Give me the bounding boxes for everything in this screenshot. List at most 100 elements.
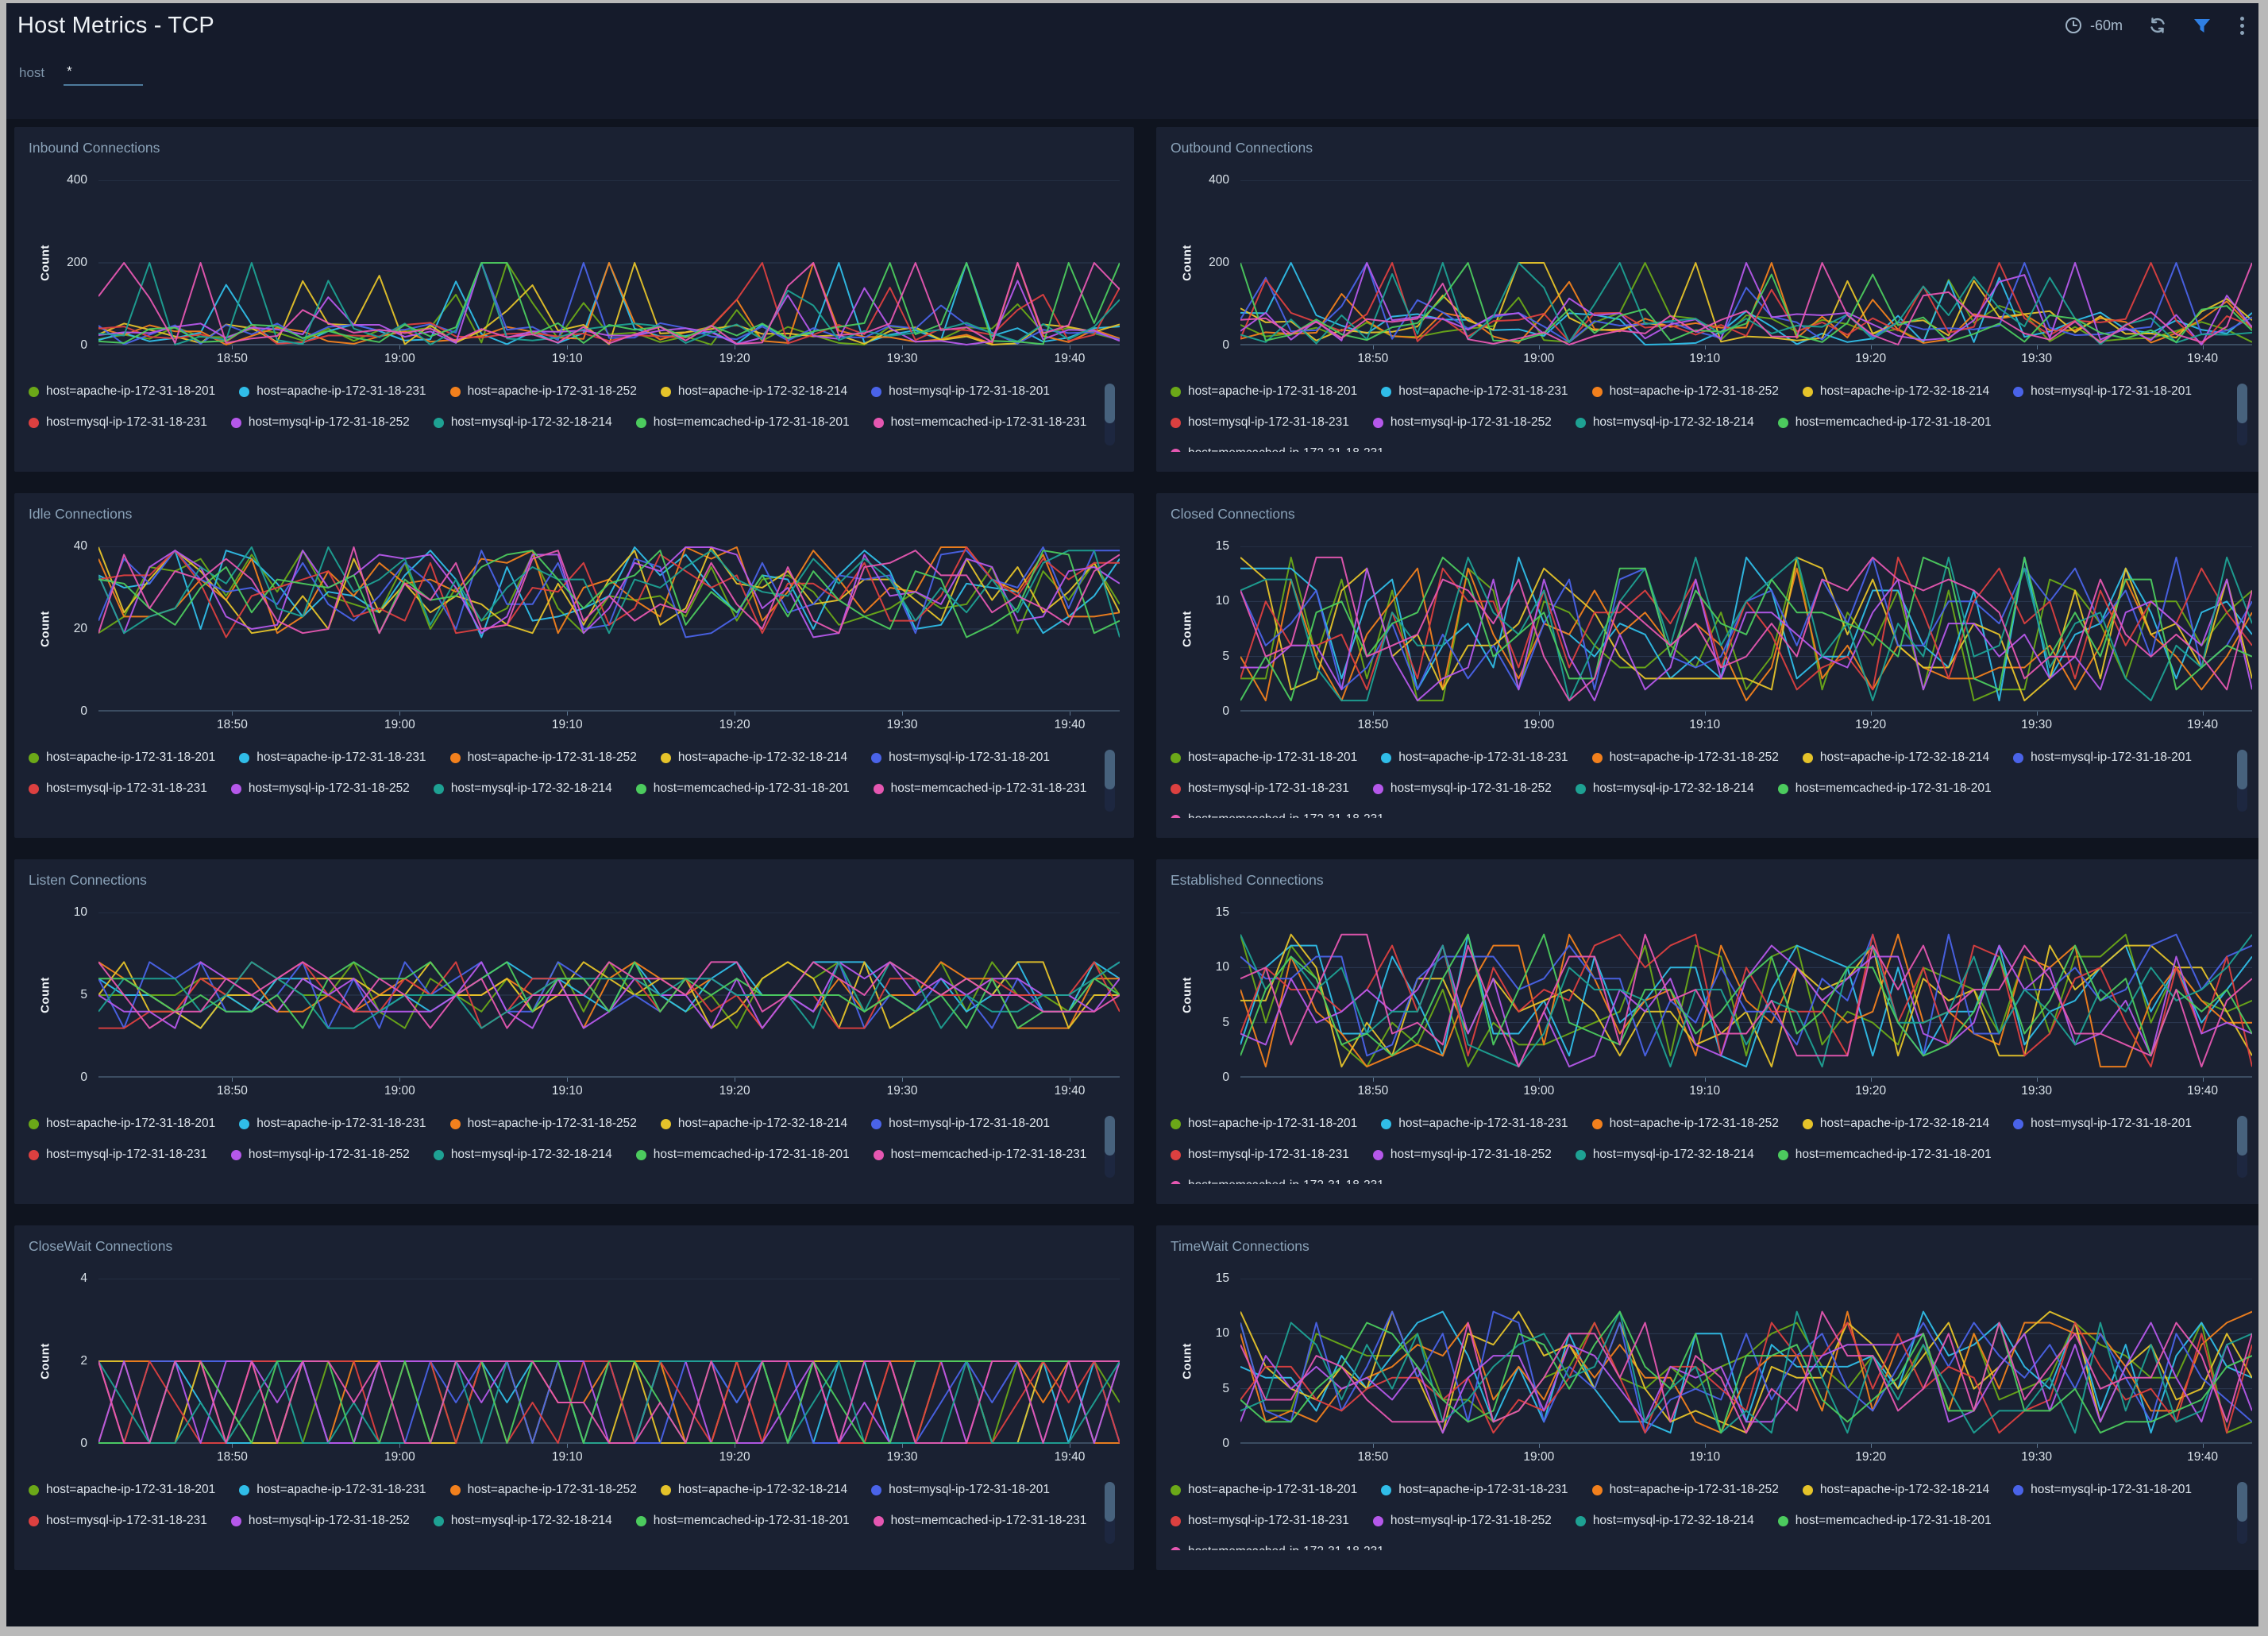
legend-item[interactable]: host=apache-ip-172-31-18-231	[1381, 1480, 1568, 1499]
legend-item[interactable]: host=memcached-ip-172-31-18-201	[1777, 779, 1992, 798]
legend-item[interactable]: host=mysql-ip-172-31-18-252	[1372, 779, 1552, 798]
legend-item[interactable]: host=apache-ip-172-31-18-201	[29, 382, 215, 401]
legend-item[interactable]: host=apache-ip-172-32-18-214	[660, 748, 847, 767]
legend-item[interactable]: host=apache-ip-172-31-18-201	[1171, 748, 1357, 767]
legend-item[interactable]: host=apache-ip-172-31-18-201	[29, 748, 215, 767]
legend-item[interactable]: host=mysql-ip-172-31-18-252	[230, 779, 410, 798]
legend-item[interactable]: host=mysql-ip-172-31-18-201	[2013, 1114, 2192, 1133]
legend-item[interactable]: host=apache-ip-172-31-18-231	[239, 748, 426, 767]
legend-item[interactable]: host=apache-ip-172-31-18-231	[1381, 1114, 1568, 1133]
legend-item[interactable]: host=memcached-ip-172-31-18-201	[1777, 1145, 1992, 1164]
legend-scrollbar-thumb[interactable]	[2237, 750, 2247, 789]
legend-item[interactable]: host=mysql-ip-172-31-18-201	[2013, 1480, 2192, 1499]
legend-item[interactable]: host=memcached-ip-172-31-18-231	[1171, 810, 1384, 818]
filter-funnel-icon[interactable]	[2193, 16, 2212, 35]
legend-item[interactable]: host=apache-ip-172-31-18-252	[1591, 1480, 1779, 1499]
legend-item[interactable]: host=mysql-ip-172-31-18-201	[871, 1114, 1050, 1133]
refresh-button[interactable]	[2148, 16, 2167, 35]
legend-item[interactable]: host=mysql-ip-172-31-18-231	[1171, 1145, 1349, 1164]
legend-item[interactable]: host=apache-ip-172-31-18-252	[449, 1114, 637, 1133]
legend-item[interactable]: host=apache-ip-172-31-18-231	[1381, 748, 1568, 767]
legend-item[interactable]: host=mysql-ip-172-31-18-231	[1171, 779, 1349, 798]
legend-item[interactable]: host=apache-ip-172-31-18-252	[449, 748, 637, 767]
legend-item[interactable]: host=mysql-ip-172-31-18-231	[29, 779, 207, 798]
legend-item[interactable]: host=memcached-ip-172-31-18-201	[635, 779, 850, 798]
legend-scrollbar-thumb[interactable]	[1105, 1116, 1115, 1156]
legend-item[interactable]: host=mysql-ip-172-31-18-231	[1171, 1511, 1349, 1530]
legend-item[interactable]: host=apache-ip-172-31-18-252	[1591, 382, 1779, 401]
legend-scrollbar-thumb[interactable]	[2237, 1482, 2247, 1522]
legend-item[interactable]: host=memcached-ip-172-31-18-231	[1171, 444, 1384, 452]
legend-item[interactable]: host=mysql-ip-172-31-18-201	[871, 382, 1050, 401]
legend-item[interactable]: host=apache-ip-172-31-18-231	[239, 382, 426, 401]
kebab-menu-icon[interactable]	[2240, 16, 2244, 35]
legend-item[interactable]: host=apache-ip-172-31-18-201	[29, 1480, 215, 1499]
legend-item[interactable]: host=mysql-ip-172-32-18-214	[433, 1145, 612, 1164]
legend-scrollbar[interactable]	[2237, 750, 2247, 812]
legend-item[interactable]: host=apache-ip-172-31-18-252	[1591, 748, 1779, 767]
legend-scrollbar[interactable]	[1105, 1482, 1115, 1544]
legend-item[interactable]: host=memcached-ip-172-31-18-201	[635, 1511, 850, 1530]
legend-item[interactable]: host=apache-ip-172-31-18-201	[29, 1114, 215, 1133]
legend-scrollbar[interactable]	[2237, 384, 2247, 446]
legend-item[interactable]: host=apache-ip-172-31-18-201	[1171, 1480, 1357, 1499]
legend-item[interactable]: host=apache-ip-172-31-18-252	[449, 382, 637, 401]
legend-item[interactable]: host=memcached-ip-172-31-18-201	[635, 413, 850, 432]
legend-scrollbar-thumb[interactable]	[2237, 1116, 2247, 1156]
legend-scrollbar[interactable]	[1105, 384, 1115, 446]
legend-item[interactable]: host=mysql-ip-172-31-18-252	[1372, 1145, 1552, 1164]
legend-item[interactable]: host=apache-ip-172-31-18-231	[1381, 382, 1568, 401]
legend-item[interactable]: host=mysql-ip-172-31-18-201	[871, 748, 1050, 767]
legend-item[interactable]: host=mysql-ip-172-31-18-201	[2013, 382, 2192, 401]
legend-item[interactable]: host=mysql-ip-172-31-18-252	[230, 1145, 410, 1164]
legend-item[interactable]: host=mysql-ip-172-31-18-231	[29, 1511, 207, 1530]
legend-item[interactable]: host=mysql-ip-172-31-18-252	[1372, 1511, 1552, 1530]
legend-item[interactable]: host=apache-ip-172-31-18-201	[1171, 382, 1357, 401]
host-filter-input[interactable]: *	[64, 64, 144, 86]
legend-item[interactable]: host=mysql-ip-172-31-18-231	[29, 1145, 207, 1164]
legend-item[interactable]: host=apache-ip-172-32-18-214	[660, 382, 847, 401]
legend-item[interactable]: host=mysql-ip-172-32-18-214	[1575, 413, 1754, 432]
legend-item[interactable]: host=apache-ip-172-31-18-252	[1591, 1114, 1779, 1133]
legend-item[interactable]: host=apache-ip-172-32-18-214	[1802, 748, 1989, 767]
legend-item[interactable]: host=memcached-ip-172-31-18-201	[635, 1145, 850, 1164]
legend-item[interactable]: host=mysql-ip-172-31-18-252	[230, 413, 410, 432]
legend-item[interactable]: host=mysql-ip-172-31-18-231	[29, 413, 207, 432]
legend-item[interactable]: host=memcached-ip-172-31-18-231	[1171, 1542, 1384, 1550]
legend-item[interactable]: host=apache-ip-172-32-18-214	[660, 1480, 847, 1499]
legend-scrollbar-thumb[interactable]	[2237, 384, 2247, 423]
legend-item[interactable]: host=memcached-ip-172-31-18-201	[1777, 413, 1992, 432]
legend-item[interactable]: host=apache-ip-172-31-18-231	[239, 1480, 426, 1499]
legend-item[interactable]: host=apache-ip-172-32-18-214	[1802, 1114, 1989, 1133]
time-range-button[interactable]: -60m	[2065, 17, 2123, 34]
legend-item[interactable]: host=memcached-ip-172-31-18-231	[873, 1511, 1086, 1530]
legend-item[interactable]: host=apache-ip-172-31-18-231	[239, 1114, 426, 1133]
legend-item[interactable]: host=memcached-ip-172-31-18-231	[873, 413, 1086, 432]
legend-item[interactable]: host=mysql-ip-172-31-18-231	[1171, 413, 1349, 432]
legend-item[interactable]: host=apache-ip-172-32-18-214	[1802, 382, 1989, 401]
legend-item[interactable]: host=mysql-ip-172-31-18-252	[1372, 413, 1552, 432]
legend-item[interactable]: host=memcached-ip-172-31-18-231	[873, 1145, 1086, 1164]
legend-item[interactable]: host=memcached-ip-172-31-18-231	[873, 779, 1086, 798]
legend-item[interactable]: host=mysql-ip-172-32-18-214	[1575, 1511, 1754, 1530]
legend-item[interactable]: host=mysql-ip-172-31-18-252	[230, 1511, 410, 1530]
legend-item[interactable]: host=mysql-ip-172-32-18-214	[1575, 1145, 1754, 1164]
legend-item[interactable]: host=mysql-ip-172-32-18-214	[433, 413, 612, 432]
legend-scrollbar-thumb[interactable]	[1105, 384, 1115, 423]
legend-item[interactable]: host=memcached-ip-172-31-18-201	[1777, 1511, 1992, 1530]
legend-item[interactable]: host=apache-ip-172-31-18-252	[449, 1480, 637, 1499]
legend-item[interactable]: host=apache-ip-172-31-18-201	[1171, 1114, 1357, 1133]
legend-scrollbar[interactable]	[2237, 1482, 2247, 1544]
legend-item[interactable]: host=apache-ip-172-32-18-214	[660, 1114, 847, 1133]
legend-item[interactable]: host=memcached-ip-172-31-18-231	[1171, 1176, 1384, 1184]
legend-item[interactable]: host=apache-ip-172-32-18-214	[1802, 1480, 1989, 1499]
legend-item[interactable]: host=mysql-ip-172-31-18-201	[871, 1480, 1050, 1499]
legend-scrollbar[interactable]	[2237, 1116, 2247, 1178]
legend-item[interactable]: host=mysql-ip-172-32-18-214	[433, 1511, 612, 1530]
legend-scrollbar-thumb[interactable]	[1105, 1482, 1115, 1522]
legend-item[interactable]: host=mysql-ip-172-32-18-214	[433, 779, 612, 798]
legend-item[interactable]: host=mysql-ip-172-32-18-214	[1575, 779, 1754, 798]
legend-item[interactable]: host=mysql-ip-172-31-18-201	[2013, 748, 2192, 767]
legend-scrollbar-thumb[interactable]	[1105, 750, 1115, 789]
legend-scrollbar[interactable]	[1105, 1116, 1115, 1178]
